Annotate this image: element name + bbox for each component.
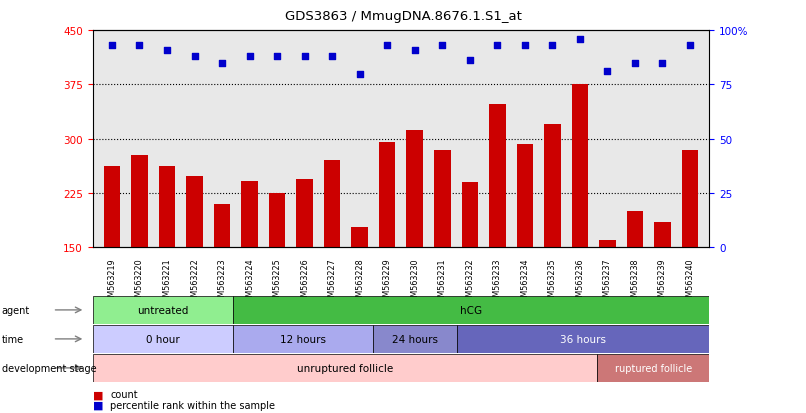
Point: [353, 71, 366, 78]
Text: ruptured follicle: ruptured follicle: [615, 363, 692, 373]
Bar: [297, 179, 313, 248]
Point: [463, 58, 476, 64]
Bar: [434, 150, 451, 248]
Bar: [104, 166, 120, 248]
Bar: [351, 228, 368, 248]
Text: GDS3863 / MmugDNA.8676.1.S1_at: GDS3863 / MmugDNA.8676.1.S1_at: [285, 10, 521, 23]
Text: untreated: untreated: [137, 305, 189, 315]
Bar: [324, 161, 340, 248]
Bar: [597, 354, 709, 382]
Bar: [131, 156, 147, 248]
Bar: [93, 296, 233, 324]
Bar: [599, 240, 616, 248]
Bar: [489, 104, 505, 248]
Text: development stage: development stage: [2, 363, 96, 373]
Point: [106, 43, 118, 50]
Bar: [93, 354, 597, 382]
Bar: [233, 325, 373, 353]
Bar: [93, 325, 233, 353]
Point: [409, 47, 422, 54]
Point: [573, 36, 586, 43]
Point: [683, 43, 696, 50]
Point: [601, 69, 614, 76]
Bar: [571, 85, 588, 248]
Point: [491, 43, 504, 50]
Point: [216, 60, 229, 67]
Point: [629, 60, 642, 67]
Bar: [457, 325, 709, 353]
Text: 36 hours: 36 hours: [560, 334, 606, 344]
Bar: [233, 296, 709, 324]
Point: [160, 47, 173, 54]
Bar: [159, 167, 175, 248]
Bar: [241, 181, 258, 248]
Bar: [654, 223, 671, 248]
Text: percentile rank within the sample: percentile rank within the sample: [110, 400, 276, 410]
Text: count: count: [110, 389, 138, 399]
Point: [380, 43, 393, 50]
Bar: [406, 131, 423, 248]
Text: 0 hour: 0 hour: [146, 334, 180, 344]
Point: [271, 54, 284, 60]
Bar: [379, 143, 396, 248]
Text: time: time: [2, 334, 23, 344]
Point: [436, 43, 449, 50]
Text: ■: ■: [93, 400, 103, 410]
Bar: [186, 177, 203, 248]
Point: [326, 54, 339, 60]
Point: [546, 43, 559, 50]
Point: [243, 54, 256, 60]
Text: 12 hours: 12 hours: [280, 334, 326, 344]
Point: [518, 43, 531, 50]
Bar: [517, 145, 533, 248]
Point: [656, 60, 669, 67]
Text: 24 hours: 24 hours: [392, 334, 438, 344]
Point: [188, 54, 201, 60]
Point: [133, 43, 146, 50]
Point: [298, 54, 311, 60]
Bar: [627, 211, 643, 248]
Bar: [373, 325, 457, 353]
Bar: [214, 204, 231, 248]
Text: unruptured follicle: unruptured follicle: [297, 363, 393, 373]
Text: agent: agent: [2, 305, 30, 315]
Text: ■: ■: [93, 389, 103, 399]
Bar: [544, 125, 561, 248]
Bar: [462, 183, 478, 248]
Bar: [269, 194, 285, 248]
Bar: [682, 150, 698, 248]
Text: hCG: hCG: [460, 305, 482, 315]
